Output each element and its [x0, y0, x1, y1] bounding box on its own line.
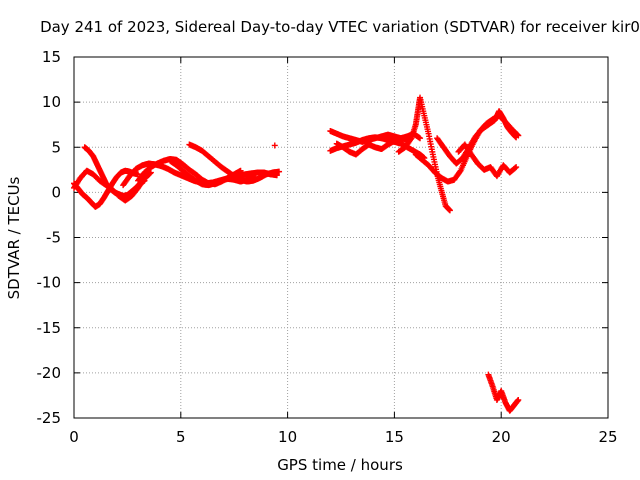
data-point — [513, 164, 520, 171]
y-tick-label: -10 — [37, 274, 62, 292]
x-axis-label: GPS time / hours — [277, 456, 403, 474]
data-point — [250, 173, 257, 180]
x-tick-label: 15 — [385, 428, 404, 446]
y-tick-label: 0 — [51, 183, 61, 201]
y-tick-label: -5 — [46, 229, 61, 247]
y-tick-label: -15 — [37, 319, 62, 337]
data-point — [147, 169, 154, 176]
chart-title: Day 241 of 2023, Sidereal Day-to-day VTE… — [40, 18, 640, 36]
x-tick-label: 20 — [492, 428, 511, 446]
x-tick-label: 10 — [278, 428, 297, 446]
x-tick-label: 5 — [176, 428, 186, 446]
data-point — [141, 177, 148, 184]
y-axis-label: SDTVAR / TECUs — [5, 176, 23, 299]
y-tick-label: 10 — [42, 93, 61, 111]
data-point — [513, 134, 520, 141]
y-tick-label: -20 — [37, 364, 62, 382]
data-point — [271, 142, 278, 149]
y-tick-label: 15 — [42, 48, 61, 66]
axis-ticks: 0 5 10 15 20 25 -25 -20 -15 -10 -5 0 5 10 15 — [37, 48, 618, 446]
data-points — [71, 94, 522, 414]
data-point — [515, 396, 522, 403]
x-tick-label: 25 — [598, 428, 617, 446]
data-point — [147, 170, 154, 177]
x-tick-label: 0 — [69, 428, 79, 446]
data-point — [417, 135, 424, 142]
y-tick-label: 5 — [51, 138, 61, 156]
data-point — [446, 207, 453, 214]
data-point — [276, 168, 283, 175]
grid-lines — [74, 57, 608, 418]
y-tick-label: -25 — [37, 409, 62, 427]
